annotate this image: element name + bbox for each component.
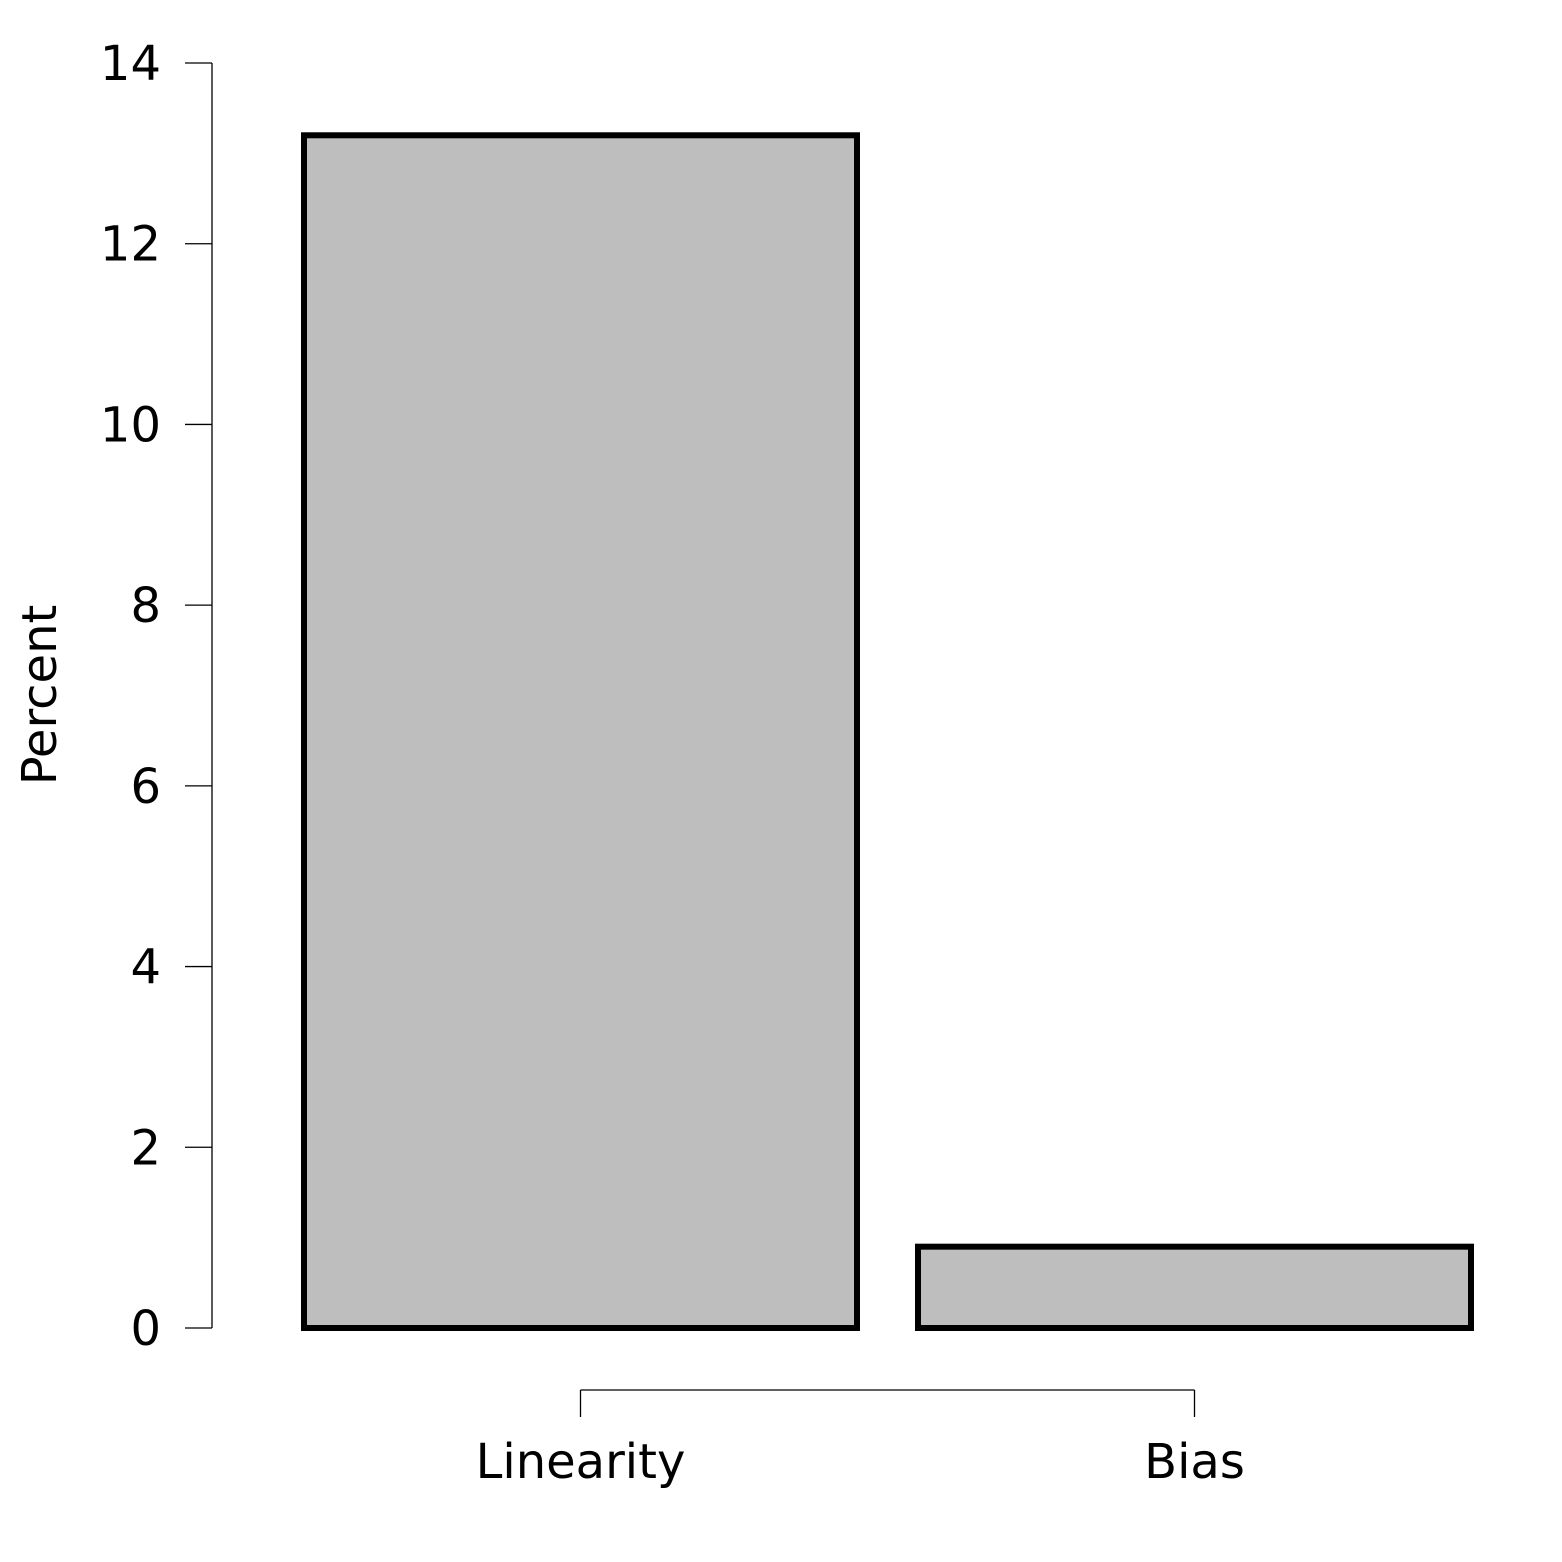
y-tick-label: 2 bbox=[130, 1120, 161, 1176]
bar-linearity bbox=[301, 132, 860, 1331]
y-tick-label: 6 bbox=[130, 759, 161, 815]
y-axis: 0 2 4 6 8 10 12 14 bbox=[100, 36, 213, 1357]
y-tick-label: 4 bbox=[130, 940, 161, 996]
y-tick-label: 10 bbox=[100, 397, 161, 453]
x-tick-label: Linearity bbox=[476, 1434, 686, 1490]
y-tick-label: 14 bbox=[100, 36, 161, 92]
y-axis-title: Percent bbox=[12, 605, 68, 786]
x-tick-label: Bias bbox=[1144, 1434, 1245, 1490]
y-tick-label: 8 bbox=[130, 578, 161, 634]
bars bbox=[301, 132, 1474, 1332]
bar-bias bbox=[915, 1243, 1474, 1332]
y-tick-label: 12 bbox=[100, 217, 161, 273]
x-axis: Linearity Bias bbox=[476, 1389, 1245, 1490]
y-tick-label: 0 bbox=[130, 1301, 161, 1357]
